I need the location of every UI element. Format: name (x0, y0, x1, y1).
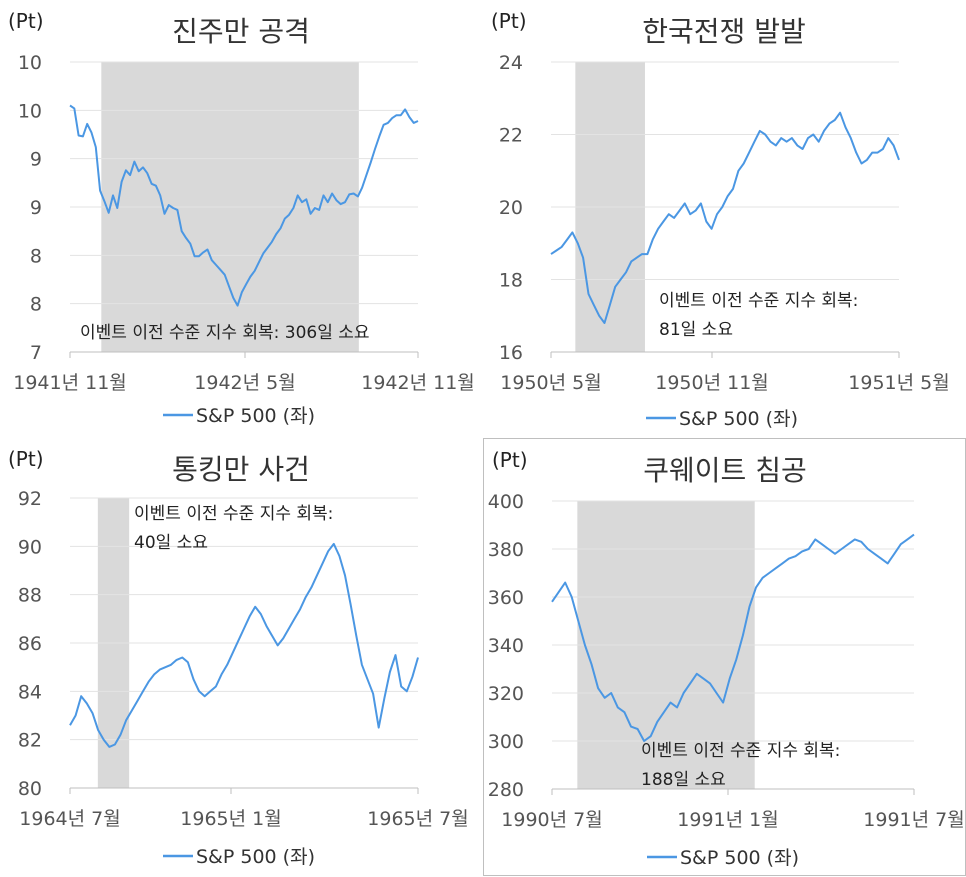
recovery-annotation: 이벤트 이전 수준 지수 회복: 306일 소요 (80, 323, 370, 343)
recovery-annotation-line: 81일 소요 (659, 320, 733, 340)
series-line (69, 104, 419, 307)
y-tick-label: 86 (18, 633, 42, 655)
series-line (550, 111, 900, 324)
x-tick-label: 1951년 5월 (848, 372, 949, 394)
recovery-annotation-line: 이벤트 이전 수준 지수 회복: (659, 291, 858, 311)
y-tick-label: 84 (18, 681, 42, 703)
y-tick-label: 22 (499, 125, 523, 147)
y-tick-label: 18 (499, 270, 523, 292)
y-tick-label: 380 (488, 539, 524, 561)
y-tick-label: 9 (30, 149, 42, 171)
chart-title: 한국전쟁 발발 (642, 15, 805, 48)
legend-label: S&P 500 (좌) (196, 405, 315, 427)
chart-title: 통킹만 사건 (172, 453, 310, 486)
x-tick-label: 1950년 11월 (655, 372, 769, 394)
unit-label: (Pt) (492, 448, 528, 472)
y-tick-label: 360 (488, 587, 524, 609)
unit-label: (Pt) (8, 9, 44, 33)
chart-panel-1: (Pt) 진주만 공격 7 8 8 9 9 10 10 1941년 11월 1942년 5월 1942… (0, 0, 483, 438)
recovery-annotation-line: 이벤트 이전 수준 지수 회복: (641, 741, 840, 761)
x-tick-label: 1991년 7월 (863, 809, 964, 831)
y-tick-label: 80 (18, 778, 42, 800)
y-tick-label: 300 (488, 731, 524, 753)
y-tick-label: 8 (30, 245, 42, 267)
legend-label: S&P 500 (좌) (679, 408, 798, 430)
y-tick-label: 340 (488, 635, 524, 657)
y-tick-label: 20 (499, 197, 523, 219)
y-tick-label: 400 (488, 491, 524, 513)
chart-panel-2: (Pt) 한국전쟁 발발 16 18 20 22 24 1950년 5월 1950년 11월 19… (483, 0, 966, 438)
y-tick-label: 82 (18, 730, 42, 752)
chart-title: 진주만 공격 (172, 15, 310, 48)
legend-label: S&P 500 (좌) (196, 846, 315, 868)
y-tick-label: 10 (18, 52, 42, 74)
x-tick-label: 1964년 7월 (19, 808, 120, 830)
unit-label: (Pt) (8, 447, 44, 471)
x-tick-label: 1942년 11월 (361, 372, 475, 394)
y-tick-label: 280 (488, 779, 524, 801)
x-tick-label: 1942년 5월 (194, 372, 295, 394)
chart-svg-2: (Pt) 한국전쟁 발발 16 18 20 22 24 1950년 5월 1950년 11월 19… (491, 9, 950, 430)
y-tick-label: 24 (499, 52, 523, 74)
recovery-annotation-line: 이벤트 이전 수준 지수 회복: (134, 504, 333, 524)
x-tick-label: 1950년 5월 (500, 372, 601, 394)
y-tick-label: 88 (18, 585, 42, 607)
series-line (551, 533, 915, 742)
recovery-annotation-line: 40일 소요 (134, 533, 208, 553)
y-tick-label: 8 (30, 294, 42, 316)
chart-svg-4: (Pt) 쿠웨이트 침공 280 300 320 340 360 380 400 1990년 7월… (488, 448, 965, 869)
y-tick-label: 9 (30, 197, 42, 219)
y-tick-label: 10 (18, 100, 42, 122)
y-tick-label: 92 (18, 488, 42, 510)
y-tick-label: 16 (499, 342, 523, 364)
y-tick-label: 320 (488, 683, 524, 705)
chart-title: 쿠웨이트 침공 (643, 454, 806, 487)
series-line (69, 542, 419, 748)
x-tick-label: 1991년 1월 (677, 809, 778, 831)
unit-label: (Pt) (491, 9, 527, 33)
x-tick-label: 1965년 7월 (367, 808, 468, 830)
x-tick-label: 1990년 7월 (501, 809, 602, 831)
chart-panel-4: (Pt) 쿠웨이트 침공 280 300 320 340 360 380 400 1990년 7월… (483, 438, 966, 876)
x-tick-label: 1965년 1월 (180, 808, 281, 830)
chart-svg-1: (Pt) 진주만 공격 7 8 8 9 9 10 10 1941년 11월 1942년 5월 1942… (8, 9, 475, 427)
chart-svg-3: (Pt) 통킹만 사건 80 82 84 86 88 90 92 1964년 7월 1965년 1월… (8, 447, 469, 868)
chart-panel-3: (Pt) 통킹만 사건 80 82 84 86 88 90 92 1964년 7월 1965년 1월… (0, 438, 483, 876)
y-tick-label: 7 (30, 342, 42, 364)
recovery-annotation-line: 188일 소요 (641, 770, 726, 790)
legend-label: S&P 500 (좌) (680, 847, 799, 869)
y-tick-label: 90 (18, 536, 42, 558)
x-tick-label: 1941년 11월 (13, 372, 127, 394)
